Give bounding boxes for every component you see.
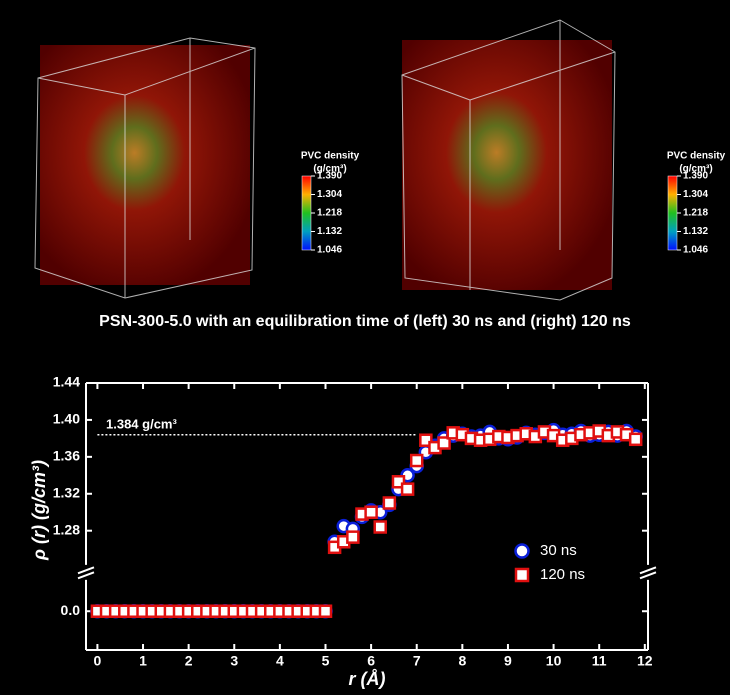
point <box>391 475 406 489</box>
x-tick-label: 11 <box>592 653 607 669</box>
colorbar-unit: (g/cm³) <box>679 164 712 175</box>
colorbar-tick-label: 1.218 <box>683 208 708 219</box>
axis-break <box>77 571 95 580</box>
point <box>628 432 643 447</box>
left-density-box <box>34 37 256 299</box>
colorbar-tick-label: 1.132 <box>683 226 708 237</box>
point <box>346 530 360 544</box>
colorbar-tick-label: 1.132 <box>317 226 342 237</box>
x-tick-label: 9 <box>504 653 512 669</box>
x-tick-label: 12 <box>637 653 653 669</box>
colorbar-tick-label: 1.046 <box>683 245 708 256</box>
colorbar-tick-label: 1.304 <box>683 189 708 200</box>
y-axis-label: ρ (r) (g/cm³) <box>29 460 49 561</box>
colorbar-title: PVC density <box>667 151 726 162</box>
point <box>419 433 433 447</box>
legend-marker <box>514 567 530 583</box>
colorbar-unit: (g/cm³) <box>313 164 346 175</box>
colorbar-title: PVC density <box>301 151 360 162</box>
colorbar-tick-label: 1.390 <box>683 171 708 182</box>
reference-label: 1.384 g/cm³ <box>106 416 177 431</box>
y-tick-label: 1.40 <box>53 411 80 427</box>
point <box>318 604 333 618</box>
legend-label: 30 ns <box>540 542 577 559</box>
right-density-box <box>401 19 616 301</box>
colorbar-tick-label: 1.304 <box>317 189 342 200</box>
point <box>364 505 378 519</box>
point <box>437 436 451 450</box>
x-tick-label: 5 <box>322 653 330 669</box>
point <box>373 520 387 534</box>
x-tick-label: 4 <box>276 653 284 669</box>
colorbar <box>667 175 678 251</box>
x-axis-label: r (Å) <box>349 669 386 689</box>
y-tick-label: 0.0 <box>61 602 81 618</box>
x-tick-label: 2 <box>185 653 193 669</box>
y-tick-label: 1.36 <box>53 448 80 464</box>
x-tick-label: 0 <box>94 653 102 669</box>
x-tick-label: 6 <box>367 653 375 669</box>
x-tick-label: 1 <box>139 653 147 669</box>
axis-break <box>639 566 657 575</box>
y-tick-label: 1.44 <box>53 374 80 390</box>
legend-label: 120 ns <box>540 566 585 583</box>
x-tick-label: 3 <box>230 653 238 669</box>
colorbar-tick-label: 1.218 <box>317 208 342 219</box>
y-tick-label: 1.28 <box>53 521 80 537</box>
x-tick-label: 8 <box>458 653 466 669</box>
colorbar <box>301 175 312 251</box>
caption: PSN-300-5.0 with an equilibration time o… <box>99 313 631 330</box>
point <box>382 496 397 510</box>
y-tick-label: 1.32 <box>53 484 80 500</box>
point <box>400 482 415 496</box>
colorbar-tick-label: 1.046 <box>317 245 342 256</box>
x-tick-label: 10 <box>546 653 562 669</box>
axis-break <box>639 571 657 580</box>
x-tick-label: 7 <box>413 653 421 669</box>
point <box>409 453 424 468</box>
axis-break <box>77 566 95 575</box>
legend-marker <box>514 543 530 559</box>
colorbar-tick-label: 1.390 <box>317 171 342 182</box>
